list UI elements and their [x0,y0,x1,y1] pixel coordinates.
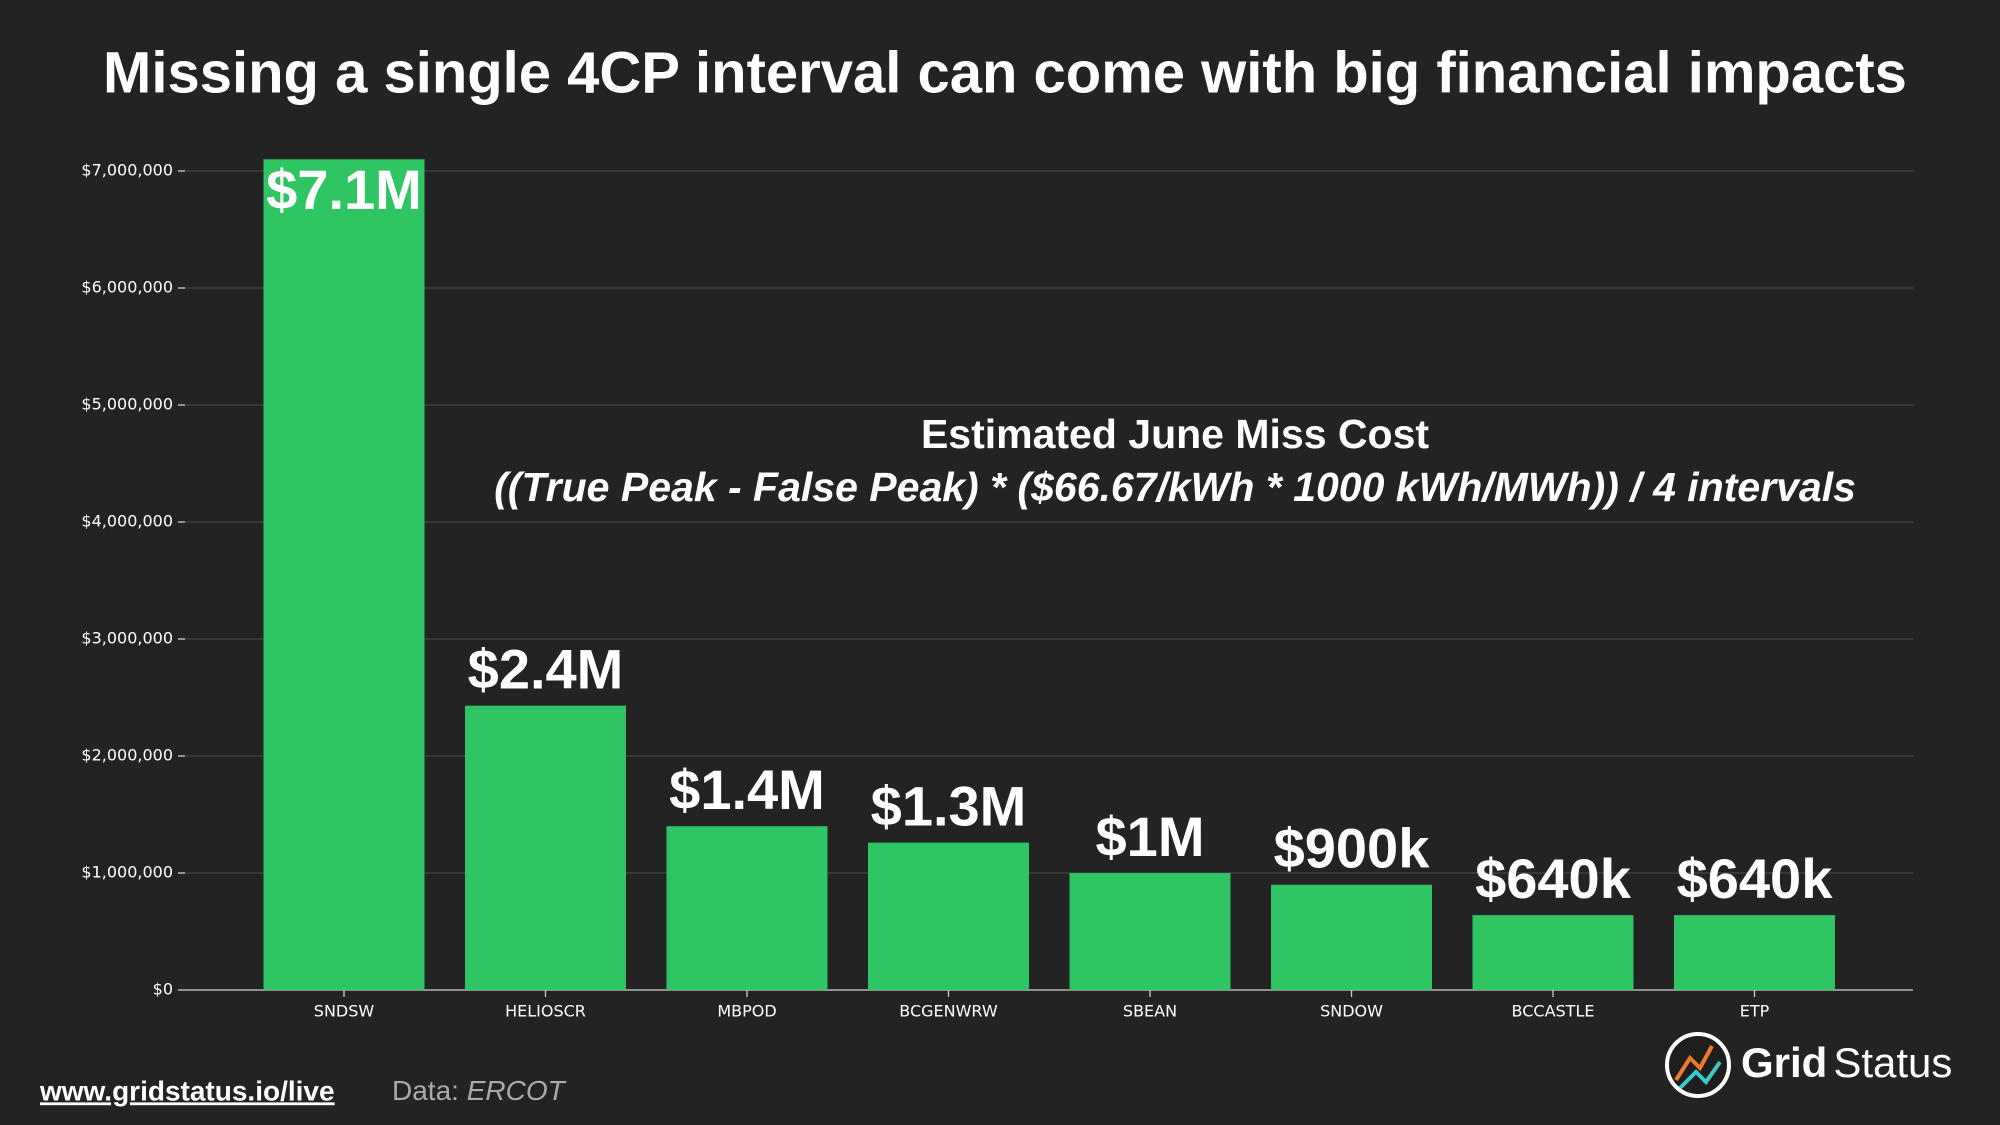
value-label: $1M [1096,805,1205,868]
value-label: $640k [1475,847,1632,910]
x-tick-label: HELIOSCR [505,1002,586,1021]
brand-rest: Status [1833,1039,1952,1086]
y-tick-label: $3,000,000 [81,629,173,648]
y-tick-label: $1,000,000 [81,863,173,882]
value-label: $7.1M [266,158,422,221]
brand: Grid Status [1741,1039,1952,1086]
chart-title: Missing a single 4CP interval can come w… [103,40,1907,105]
value-label: $640k [1677,847,1834,910]
x-tick-label: ETP [1740,1002,1770,1021]
logo-line [1678,1060,1722,1090]
value-label: $1.4M [669,758,825,821]
value-label: $900k [1274,816,1431,879]
footer-source: Data: ERCOT [392,1075,567,1106]
x-tick-label: BCCASTLE [1512,1002,1595,1021]
source-name: ERCOT [467,1075,567,1106]
source-label: Data: [392,1075,459,1106]
y-tick-label: $7,000,000 [81,161,173,180]
y-tick-label: $0 [153,980,173,999]
logo-line [1674,1045,1714,1082]
value-label: $2.4M [468,637,624,700]
x-tick-label: BCGENWRW [899,1002,998,1021]
bar [263,159,425,991]
y-tick-label: $6,000,000 [81,278,173,297]
x-tick-label: SNDOW [1320,1002,1383,1021]
y-tick-label: $4,000,000 [81,512,173,531]
bar [666,826,828,990]
bar [1472,915,1634,990]
x-tick-label: SNDSW [314,1002,375,1021]
footer-url[interactable]: www.gridstatus.io/live [39,1075,335,1106]
bar [465,705,626,990]
annotation-title: Estimated June Miss Cost [921,411,1429,457]
x-tick-label: MBPOD [717,1002,776,1021]
annotation-formula: ((True Peak - False Peak) * ($66.67/kWh … [494,464,1856,510]
y-tick-label: $2,000,000 [81,746,173,765]
brand-bold: Grid [1741,1039,1827,1086]
logo-icon [1665,1032,1731,1098]
value-label: $1.3M [871,774,1027,837]
bar [1674,915,1835,990]
bar [868,842,1029,990]
bar [1069,873,1231,990]
bar [1271,884,1432,990]
plot-area: $0 $1,000,000 $2,000,000 $3,000,000 $4,000,0… [81,158,1913,1021]
y-tick-label: $5,000,000 [81,395,173,414]
x-tick-label: SBEAN [1123,1002,1177,1021]
